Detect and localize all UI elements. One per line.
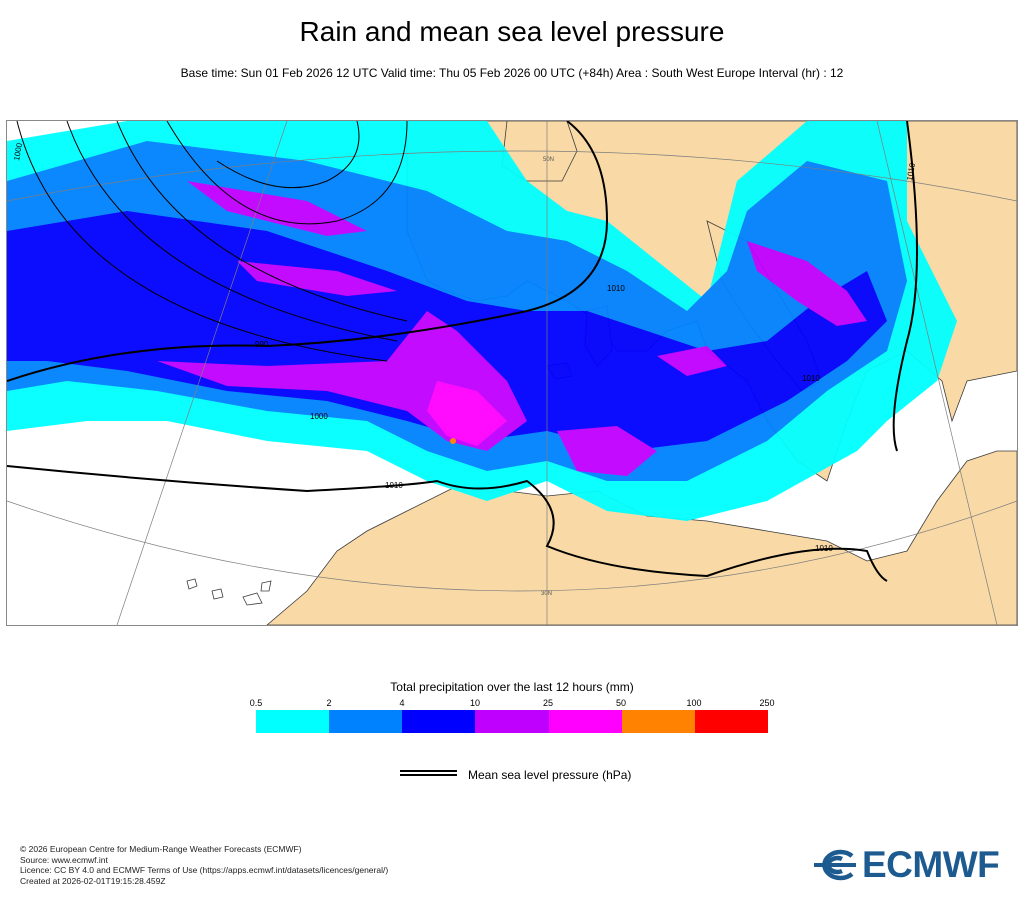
credit-licence: Licence: CC BY 4.0 and ECMWF Terms of Us… bbox=[20, 865, 389, 875]
legend-swatch bbox=[329, 710, 403, 733]
isobar-line bbox=[7, 121, 609, 382]
isobar-line bbox=[166, 121, 408, 225]
ecmwf-logo-text: ECMWF bbox=[862, 844, 1000, 885]
graticule-label: 50N bbox=[543, 157, 554, 163]
precip-streak-atlantic-1 bbox=[187, 181, 367, 236]
precip-core-italy bbox=[747, 241, 867, 326]
graticule-parallel-south bbox=[7, 500, 1017, 592]
precip-core-algeria bbox=[557, 426, 657, 476]
chart-title: Rain and mean sea level pressure bbox=[299, 16, 725, 47]
legend-ticks: 0.5 2 4 10 25 50 100 250 bbox=[0, 698, 1024, 710]
legend-title: Total precipitation over the last 12 hou… bbox=[390, 680, 634, 694]
legend-tick: 0.5 bbox=[249, 698, 263, 708]
credit-created: Created at 2026-02-01T19:15:28.459Z bbox=[20, 875, 166, 886]
land-north-africa bbox=[266, 450, 1017, 625]
graticule-parallel-north bbox=[7, 150, 1017, 202]
legend-swatch bbox=[256, 710, 330, 733]
isobar-line bbox=[16, 121, 388, 362]
island-canary bbox=[186, 578, 198, 590]
legend-swatch bbox=[548, 710, 622, 733]
isobar-label: 1010 bbox=[385, 481, 403, 490]
precip-spot-orange bbox=[450, 438, 456, 444]
credit-copyright: © 2026 European Centre for Medium-Range … bbox=[20, 844, 302, 854]
ecmwf-logo: ECMWF bbox=[812, 844, 1000, 885]
credits-block: © 2026 European Centre for Medium-Range … bbox=[20, 844, 388, 886]
precip-core-spain bbox=[427, 381, 507, 446]
islands-layer bbox=[186, 578, 272, 606]
legend-colorbar bbox=[256, 710, 768, 733]
legend-tick: 250 bbox=[759, 698, 775, 708]
isobar-label: 990 bbox=[255, 340, 269, 349]
isobar-label: 1010 bbox=[607, 284, 625, 293]
isobar-line bbox=[7, 465, 888, 582]
isobar-label: 1010 bbox=[815, 544, 833, 553]
map-frame: 1000 990 1000 1010 1010 1010 1010 1010 5… bbox=[6, 120, 1018, 626]
weather-map: 1000 990 1000 1010 1010 1010 1010 1010 5… bbox=[7, 121, 1017, 625]
ecmwf-logo-icon bbox=[814, 849, 856, 881]
pressure-legend-label: Mean sea level pressure (hPa) bbox=[468, 768, 632, 782]
isobar-line bbox=[216, 121, 360, 189]
legend-swatch bbox=[402, 710, 476, 733]
isobar-label: 1010 bbox=[802, 374, 820, 383]
isobar-layer bbox=[7, 121, 918, 582]
graticule-label: 30N bbox=[541, 591, 552, 597]
legend-tick: 50 bbox=[615, 698, 627, 708]
isobar-line bbox=[116, 121, 408, 322]
isobar-line bbox=[892, 121, 918, 452]
precip-core-tyrrhenian bbox=[657, 346, 727, 376]
legend-tick: 100 bbox=[686, 698, 702, 708]
pressure-line-sample bbox=[400, 770, 457, 776]
graticule-layer bbox=[7, 121, 1017, 625]
island-canary bbox=[211, 588, 224, 600]
legend-tick: 10 bbox=[469, 698, 481, 708]
credit-source: Source: www.ecmwf.int bbox=[20, 854, 108, 865]
graticule-meridian-1 bbox=[116, 121, 288, 625]
graticule-meridian-3 bbox=[876, 121, 998, 625]
legend-swatch bbox=[694, 710, 768, 733]
precipitation-layer bbox=[7, 121, 957, 521]
isobar-label: 1010 bbox=[905, 162, 917, 182]
island-canary bbox=[242, 592, 263, 606]
island-canary bbox=[260, 580, 272, 592]
chart-subtitle: Base time: Sun 01 Feb 2026 12 UTC Valid … bbox=[180, 66, 844, 80]
precip-streak-atlantic-2 bbox=[237, 261, 397, 296]
legend-tick: 2 bbox=[326, 698, 332, 708]
legend-tick: 4 bbox=[399, 698, 405, 708]
legend-swatch bbox=[621, 710, 695, 733]
isobar-label: 1000 bbox=[310, 412, 328, 421]
legend-tick: 25 bbox=[542, 698, 554, 708]
isobar-line bbox=[66, 121, 398, 342]
graticule-labels: 50N 30N bbox=[541, 157, 554, 597]
legend-swatch bbox=[475, 710, 549, 733]
isobar-label: 1000 bbox=[12, 142, 24, 162]
isobar-labels: 1000 990 1000 1010 1010 1010 1010 1010 bbox=[12, 142, 917, 553]
